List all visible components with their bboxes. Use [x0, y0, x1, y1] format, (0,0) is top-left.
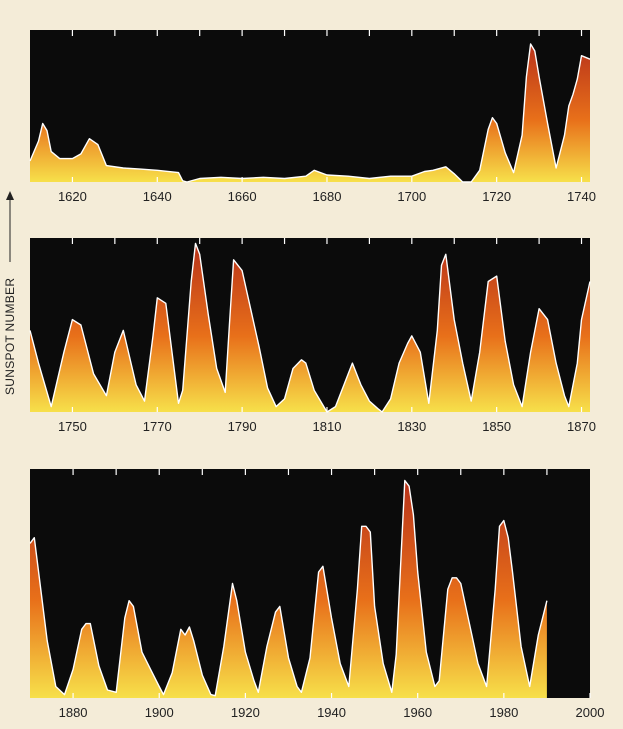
y-axis-label-text: SUNSPOT NUMBER: [3, 278, 17, 395]
x-tick-label: 1940: [317, 705, 346, 720]
x-tick-label: 1660: [228, 189, 257, 204]
x-tick-label: 1790: [228, 419, 257, 434]
x-tick-label: 1740: [567, 189, 596, 204]
sunspot-area: [30, 480, 547, 698]
x-tick-label: 1720: [482, 189, 511, 204]
sunspot-line: [29, 479, 548, 697]
x-tick-label: 1980: [489, 705, 518, 720]
sunspot-area: [30, 44, 590, 182]
panel-1610-1740: 1620 1640 1660 1680 1700 1720 1740: [29, 30, 596, 204]
sunspot-line: [29, 242, 591, 413]
x-tick-label: 1640: [143, 189, 172, 204]
x-tick-label: 1850: [482, 419, 511, 434]
x-tick-label: 1620: [58, 189, 87, 204]
y-axis-label: SUNSPOT NUMBER: [3, 191, 17, 395]
panel-1870-2000: 1880 1900 1920 1940 1960 1980 2000: [29, 469, 605, 720]
y-axis-arrow-head: [6, 191, 14, 200]
x-tick-label: 2000: [576, 705, 605, 720]
x-tick-label: 1960: [403, 705, 432, 720]
x-tick-label: 1680: [313, 189, 342, 204]
x-tick-label: 1700: [397, 189, 426, 204]
x-tick-label: 1750: [58, 419, 87, 434]
panel-1740-1870: 1750 1770 1790 1810 1830 1850 1870: [29, 238, 596, 434]
sunspot-line: [29, 43, 591, 183]
x-tick-label: 1900: [145, 705, 174, 720]
x-tick-label: 1880: [59, 705, 88, 720]
x-tick-label: 1870: [567, 419, 596, 434]
x-tick-label: 1810: [313, 419, 342, 434]
x-tick-label: 1770: [143, 419, 172, 434]
x-tick-label: 1830: [397, 419, 426, 434]
x-tick-label: 1920: [231, 705, 260, 720]
sunspot-area: [30, 243, 590, 412]
